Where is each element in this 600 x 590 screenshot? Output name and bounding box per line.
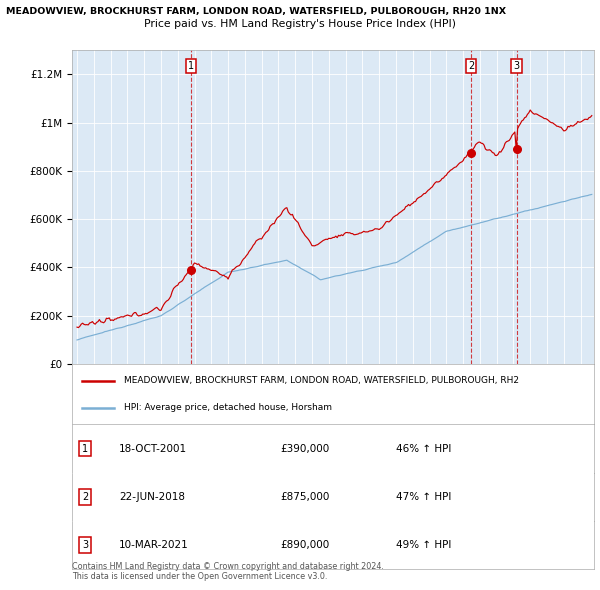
Text: 2: 2 bbox=[468, 61, 474, 71]
Text: This data is licensed under the Open Government Licence v3.0.: This data is licensed under the Open Gov… bbox=[72, 572, 328, 581]
Text: Price paid vs. HM Land Registry's House Price Index (HPI): Price paid vs. HM Land Registry's House … bbox=[144, 19, 456, 29]
Text: 22-JUN-2018: 22-JUN-2018 bbox=[119, 492, 185, 502]
Text: HPI: Average price, detached house, Horsham: HPI: Average price, detached house, Hors… bbox=[124, 403, 332, 412]
Text: MEADOWVIEW, BROCKHURST FARM, LONDON ROAD, WATERSFIELD, PULBOROUGH, RH2: MEADOWVIEW, BROCKHURST FARM, LONDON ROAD… bbox=[124, 376, 519, 385]
Text: £875,000: £875,000 bbox=[281, 492, 330, 502]
Text: 49% ↑ HPI: 49% ↑ HPI bbox=[395, 540, 451, 550]
Text: 47% ↑ HPI: 47% ↑ HPI bbox=[395, 492, 451, 502]
Text: £890,000: £890,000 bbox=[281, 540, 330, 550]
Text: 18-OCT-2001: 18-OCT-2001 bbox=[119, 444, 187, 454]
Text: 3: 3 bbox=[82, 540, 88, 550]
Text: 46% ↑ HPI: 46% ↑ HPI bbox=[395, 444, 451, 454]
Text: MEADOWVIEW, BROCKHURST FARM, LONDON ROAD, WATERSFIELD, PULBOROUGH, RH20 1NX: MEADOWVIEW, BROCKHURST FARM, LONDON ROAD… bbox=[6, 7, 506, 16]
Text: £390,000: £390,000 bbox=[281, 444, 330, 454]
Text: 3: 3 bbox=[514, 61, 520, 71]
Text: Contains HM Land Registry data © Crown copyright and database right 2024.: Contains HM Land Registry data © Crown c… bbox=[72, 562, 384, 571]
Text: 1: 1 bbox=[188, 61, 194, 71]
Text: 2: 2 bbox=[82, 492, 88, 502]
Text: 10-MAR-2021: 10-MAR-2021 bbox=[119, 540, 189, 550]
Text: 1: 1 bbox=[82, 444, 88, 454]
